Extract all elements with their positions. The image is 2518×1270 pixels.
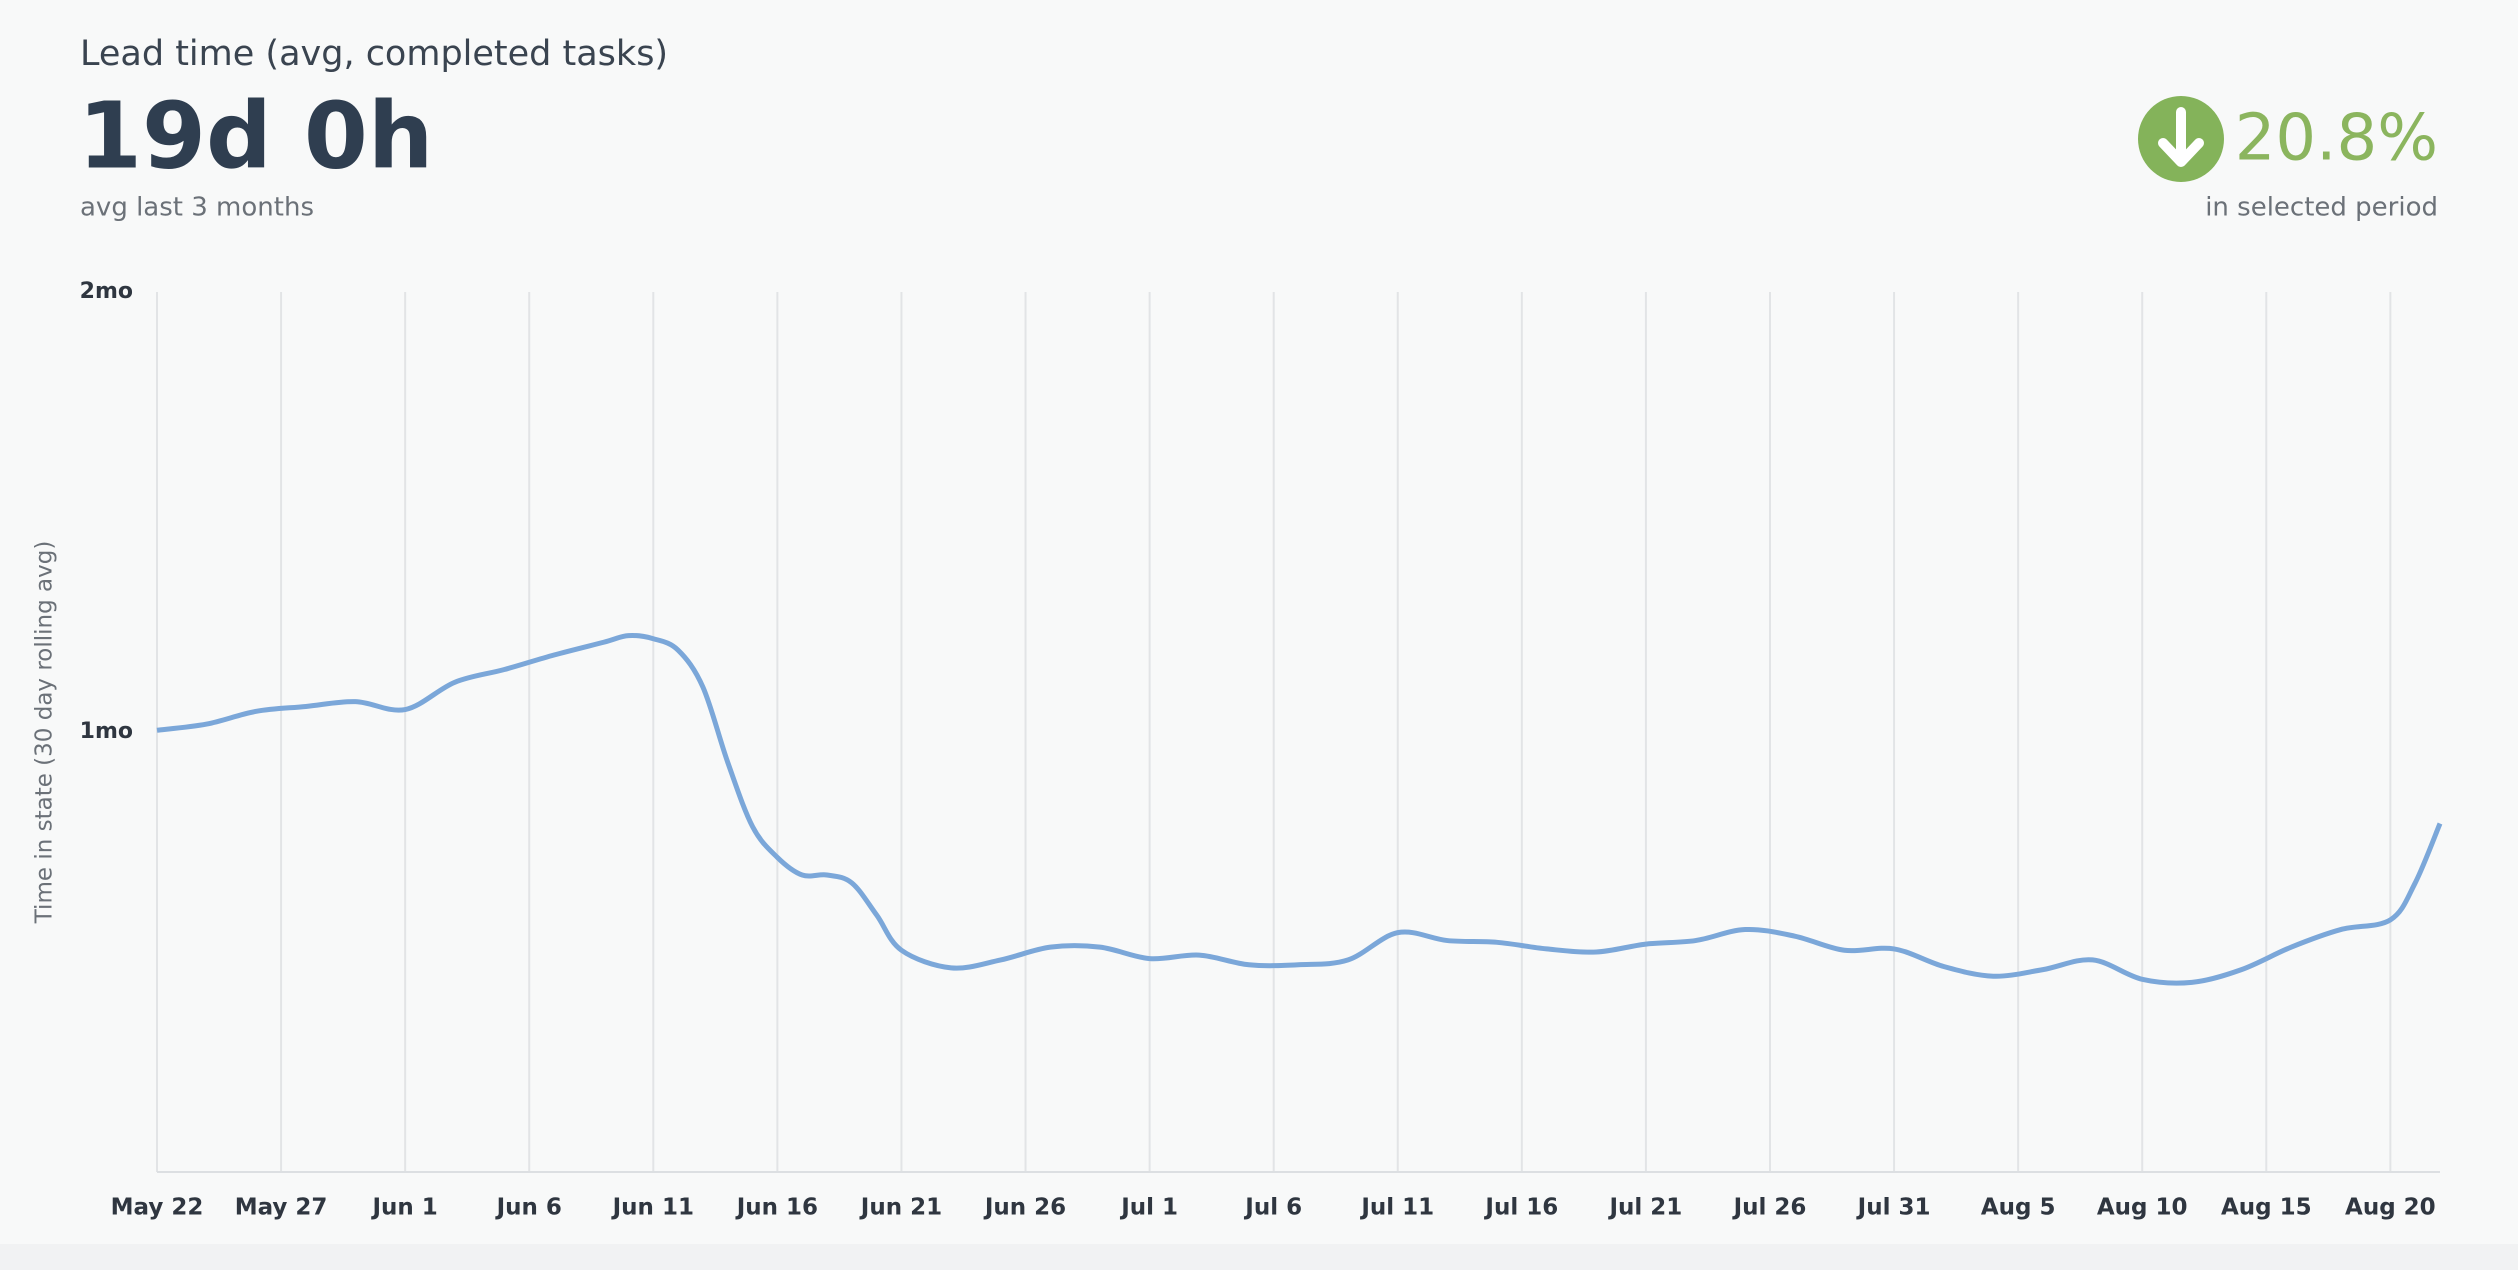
card-title: Lead time (avg, completed tasks): [80, 34, 668, 74]
change-caption: in selected period: [2205, 193, 2438, 223]
x-tick-label: Jun 26: [983, 1195, 1066, 1221]
x-tick-label: Jul 26: [1732, 1195, 1807, 1221]
x-tick-label: Jul 11: [1359, 1195, 1434, 1221]
x-tick-label: Aug 15: [2221, 1195, 2312, 1221]
x-tick-label: Jun 1: [370, 1195, 437, 1221]
down-arrow-icon: [2138, 96, 2224, 182]
x-tick-label: May 22: [111, 1195, 204, 1221]
y-tick-label: 2mo: [80, 279, 133, 304]
x-tick-label: Jul 1: [1119, 1195, 1178, 1221]
x-tick-label: Aug 20: [2345, 1195, 2436, 1221]
y-axis-label: Time in state (30 day rolling avg): [32, 541, 58, 925]
series-line: [156, 633, 2443, 986]
x-tick-label: Aug 5: [1981, 1195, 2056, 1221]
x-tick-label: Jul 21: [1607, 1195, 1682, 1221]
change-value: 20.8%: [2235, 102, 2438, 176]
x-tick-label: Jun 16: [735, 1195, 818, 1221]
x-tick-label: Jun 6: [495, 1195, 562, 1221]
x-tick-label: May 27: [235, 1195, 328, 1221]
footer-strip: [0, 1244, 2518, 1270]
x-tick-label: Jun 11: [611, 1195, 694, 1221]
x-tick-label: Jul 6: [1243, 1195, 1302, 1221]
x-tick-label: Jul 31: [1856, 1195, 1931, 1221]
y-tick-label: 1mo: [80, 719, 133, 744]
metric-value: 19d 0h: [78, 82, 433, 189]
x-tick-label: Aug 10: [2097, 1195, 2188, 1221]
x-tick-label: Jul 16: [1483, 1195, 1558, 1221]
metric-caption: avg last 3 months: [80, 193, 314, 223]
x-tick-label: Jun 21: [859, 1195, 942, 1221]
